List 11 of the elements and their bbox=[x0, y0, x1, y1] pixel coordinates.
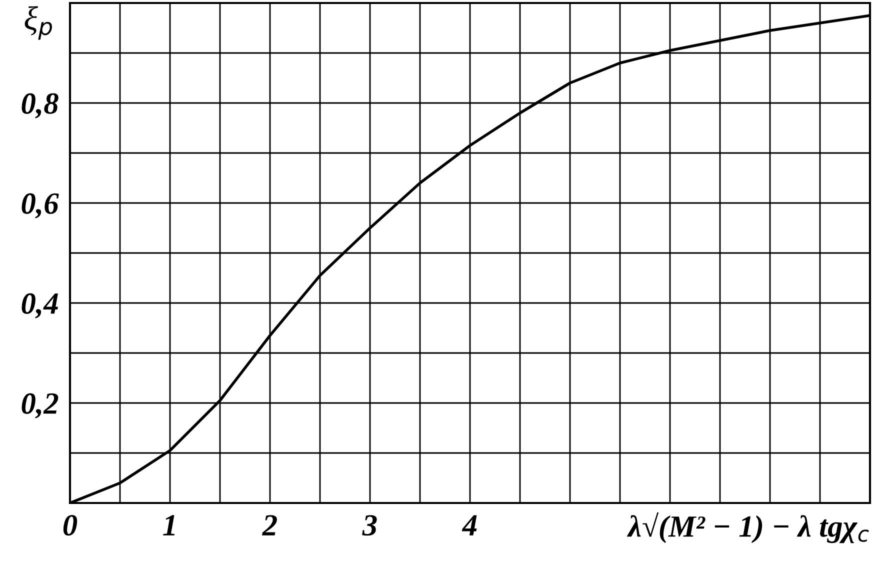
y-tick-label: 0,4 bbox=[22, 293, 58, 318]
x-tick-label: 3 bbox=[362, 515, 377, 536]
x-tick-label: 2 bbox=[262, 515, 277, 536]
y-tick-label: 0,8 bbox=[22, 93, 58, 118]
x-tick-label: 4 bbox=[462, 515, 477, 536]
x-tick-label: 1 bbox=[163, 515, 175, 536]
y-tick-label: 0,6 bbox=[22, 193, 59, 218]
x-tick-label: 0 bbox=[63, 514, 78, 536]
y-tick-label: 0,2 bbox=[22, 393, 58, 418]
y-axis-title: ξ$_{p}$ bbox=[24, 6, 52, 40]
x-axis-title: λ√(M² − 1) − λ tgχ$_{c}$ bbox=[626, 512, 869, 544]
